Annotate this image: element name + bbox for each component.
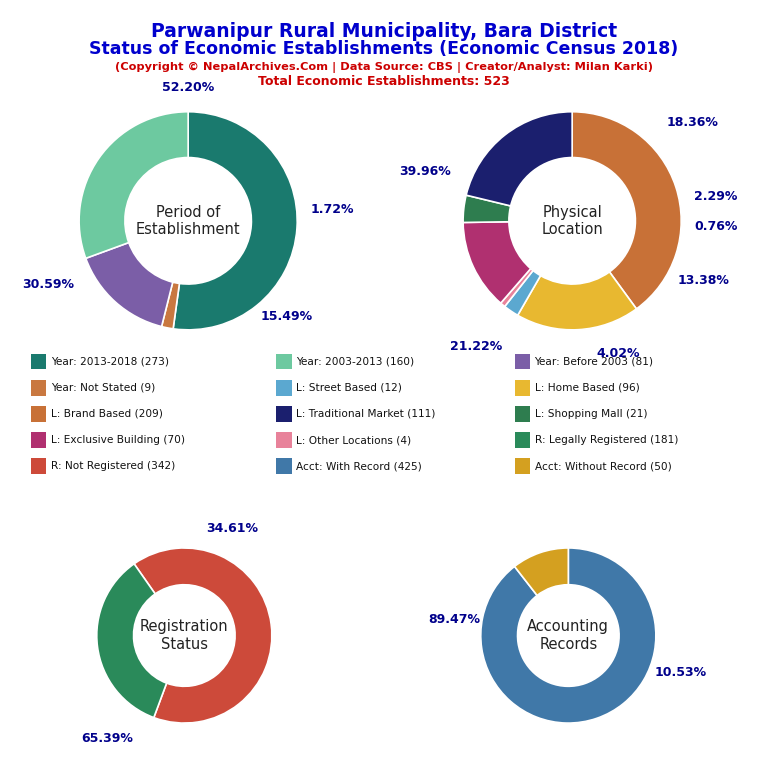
Text: 34.61%: 34.61% [207, 522, 259, 535]
Text: 2.29%: 2.29% [694, 190, 738, 204]
Wedge shape [505, 270, 541, 316]
Text: Registration
Status: Registration Status [140, 619, 229, 652]
Text: R: Not Registered (342): R: Not Registered (342) [51, 461, 175, 472]
Text: Year: Before 2003 (81): Year: Before 2003 (81) [535, 356, 654, 367]
Text: L: Shopping Mall (21): L: Shopping Mall (21) [535, 409, 647, 419]
Wedge shape [501, 269, 533, 306]
Text: 0.76%: 0.76% [694, 220, 738, 233]
Wedge shape [463, 222, 531, 303]
Text: 13.38%: 13.38% [677, 274, 729, 287]
Wedge shape [463, 195, 511, 223]
Circle shape [518, 584, 619, 687]
Text: Accounting
Records: Accounting Records [528, 619, 609, 652]
Text: (Copyright © NepalArchives.Com | Data Source: CBS | Creator/Analyst: Milan Karki: (Copyright © NepalArchives.Com | Data So… [115, 61, 653, 72]
Text: 39.96%: 39.96% [399, 165, 451, 178]
Text: 52.20%: 52.20% [162, 81, 214, 94]
Text: Acct: With Record (425): Acct: With Record (425) [296, 461, 422, 472]
Wedge shape [161, 282, 180, 329]
Text: 21.22%: 21.22% [450, 339, 502, 353]
Text: L: Brand Based (209): L: Brand Based (209) [51, 409, 163, 419]
Circle shape [509, 157, 635, 284]
Text: Period of
Establishment: Period of Establishment [136, 204, 240, 237]
Text: 89.47%: 89.47% [429, 614, 481, 626]
Wedge shape [79, 111, 188, 258]
Circle shape [125, 157, 251, 284]
Text: 4.02%: 4.02% [596, 347, 640, 360]
Text: Acct: Without Record (50): Acct: Without Record (50) [535, 461, 671, 472]
Text: Year: 2013-2018 (273): Year: 2013-2018 (273) [51, 356, 169, 367]
Text: L: Street Based (12): L: Street Based (12) [296, 382, 402, 393]
Text: 18.36%: 18.36% [666, 116, 718, 129]
Text: Parwanipur Rural Municipality, Bara District: Parwanipur Rural Municipality, Bara Dist… [151, 22, 617, 41]
Wedge shape [86, 243, 173, 326]
Text: Total Economic Establishments: 523: Total Economic Establishments: 523 [258, 75, 510, 88]
Text: L: Other Locations (4): L: Other Locations (4) [296, 435, 412, 445]
Wedge shape [572, 111, 681, 309]
Text: 15.49%: 15.49% [260, 310, 313, 323]
Wedge shape [518, 272, 637, 329]
Text: R: Legally Registered (181): R: Legally Registered (181) [535, 435, 678, 445]
Text: L: Traditional Market (111): L: Traditional Market (111) [296, 409, 435, 419]
Wedge shape [97, 564, 167, 717]
Text: Year: 2003-2013 (160): Year: 2003-2013 (160) [296, 356, 415, 367]
Text: Status of Economic Establishments (Economic Census 2018): Status of Economic Establishments (Econo… [89, 40, 679, 58]
Circle shape [134, 584, 235, 687]
Text: 65.39%: 65.39% [81, 733, 133, 745]
Text: 10.53%: 10.53% [654, 666, 707, 679]
Text: L: Home Based (96): L: Home Based (96) [535, 382, 639, 393]
Text: Physical
Location: Physical Location [541, 204, 603, 237]
Wedge shape [134, 548, 272, 723]
Text: 30.59%: 30.59% [22, 277, 74, 290]
Wedge shape [466, 111, 572, 206]
Text: Year: Not Stated (9): Year: Not Stated (9) [51, 382, 155, 393]
Wedge shape [173, 111, 297, 329]
Wedge shape [481, 548, 656, 723]
Text: L: Exclusive Building (70): L: Exclusive Building (70) [51, 435, 184, 445]
Text: 1.72%: 1.72% [310, 204, 354, 217]
Wedge shape [515, 548, 568, 595]
